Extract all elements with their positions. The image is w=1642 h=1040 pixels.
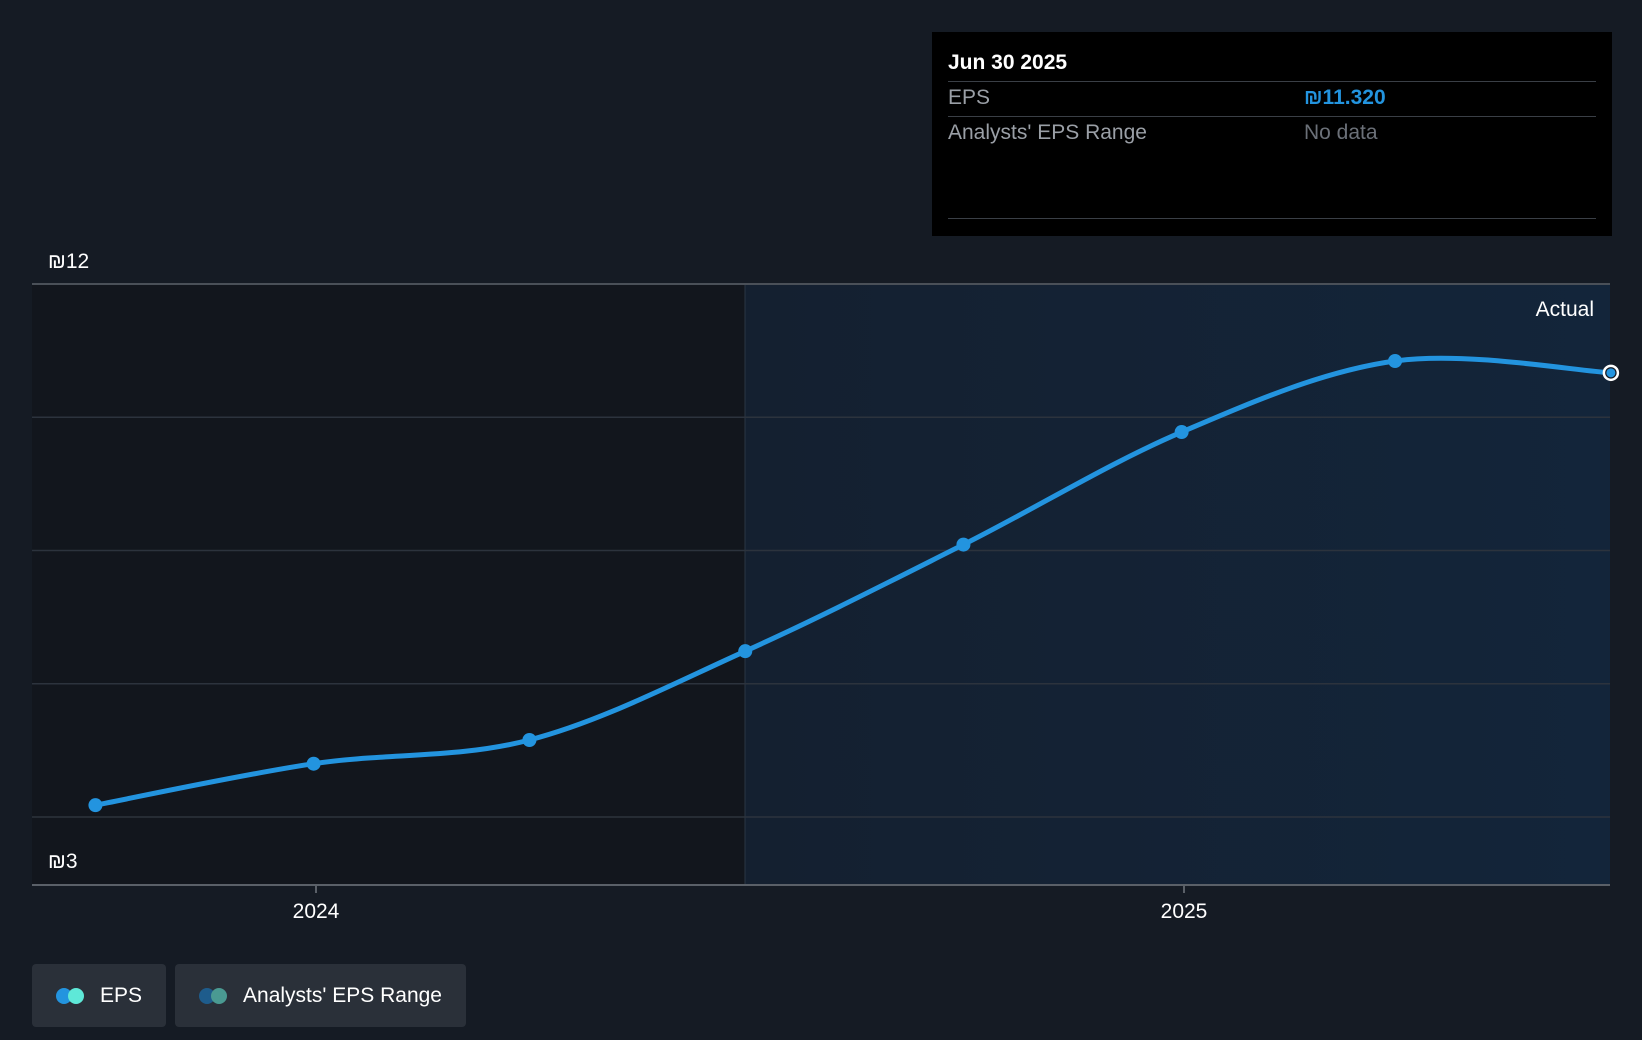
tooltip-row-range: Analysts' EPS Range No data [948, 116, 1596, 151]
forecast-region [745, 284, 1610, 885]
tooltip-eps-value: ₪11.320 [1304, 86, 1386, 109]
tooltip-date: Jun 30 2025 [948, 51, 1068, 74]
eps-data-point[interactable] [522, 733, 537, 748]
eps-data-point[interactable] [1174, 425, 1189, 440]
x-tick-2025: 2025 [1161, 900, 1208, 923]
eps-data-point[interactable] [1388, 353, 1403, 368]
x-tick-2024: 2024 [293, 900, 340, 923]
tooltip: Jun 30 2025 EPS ₪11.320 Analysts' EPS Ra… [932, 32, 1612, 236]
grid-lines [32, 283, 1610, 818]
eps-data-point-highlight [1606, 368, 1616, 378]
actual-annotation: Actual [1536, 298, 1594, 321]
legend-item-eps[interactable]: EPS [32, 964, 167, 1027]
legend: EPS Analysts' EPS Range [32, 964, 466, 1027]
legend-label-analyst-range: Analysts' EPS Range [243, 983, 442, 1007]
analyst-range-legend-icon [199, 987, 229, 1004]
eps-points [88, 353, 1620, 813]
eps-data-point[interactable] [956, 537, 971, 552]
eps-legend-icon [56, 987, 86, 1004]
past-region [32, 284, 745, 885]
eps-data-point[interactable] [306, 756, 321, 771]
eps-data-point[interactable] [738, 644, 753, 659]
y-tick-bottom: ₪3 [48, 850, 78, 873]
eps-data-point[interactable] [88, 798, 103, 813]
eps-series-line [92, 355, 1614, 808]
tooltip-eps-label: EPS [948, 86, 991, 109]
tooltip-divider [948, 218, 1596, 219]
tooltip-row-eps: EPS ₪11.320 [948, 81, 1596, 116]
tooltip-range-label: Analysts' EPS Range [948, 121, 1147, 144]
legend-item-analyst-range[interactable]: Analysts' EPS Range [175, 964, 466, 1027]
legend-label-eps: EPS [100, 983, 143, 1007]
tooltip-range-value: No data [1304, 121, 1378, 144]
y-tick-top: ₪12 [48, 250, 89, 273]
